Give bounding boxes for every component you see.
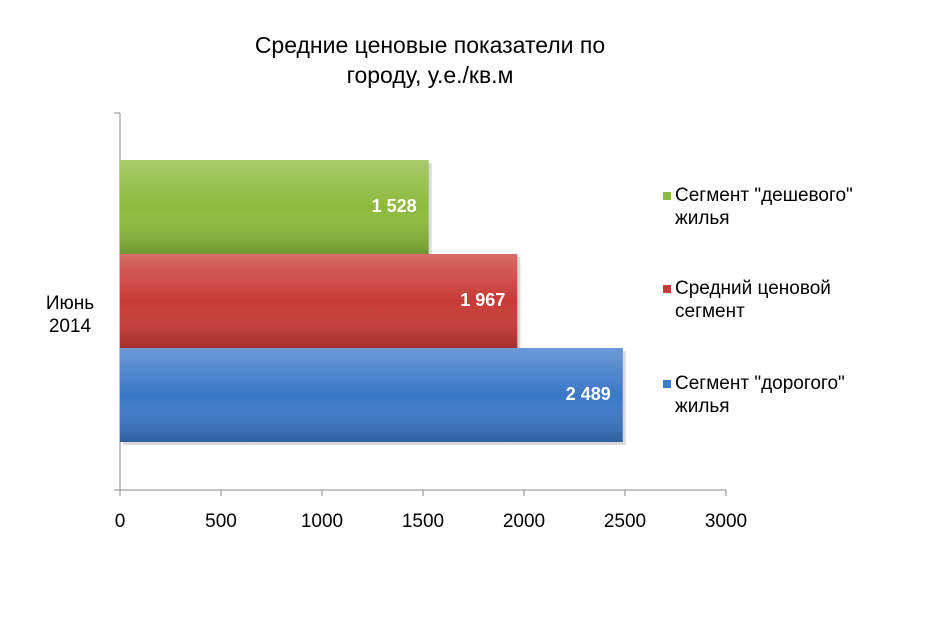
y-tick-label: Июнь 2014 [45, 292, 95, 337]
legend-swatch [663, 380, 671, 388]
legend-label: Сегмент "дешевого" жилья [675, 185, 853, 229]
data-label: 2 489 [566, 384, 611, 404]
data-label: 1 967 [460, 290, 505, 310]
bar-shade [120, 254, 518, 348]
legend-label: Средний ценовой сегмент [675, 278, 831, 322]
x-tick-label: 1000 [301, 511, 343, 532]
legend-swatch [663, 285, 671, 293]
chart-title: Средние ценовые показатели по городу, у.… [254, 32, 606, 88]
bar-shade [120, 160, 429, 254]
x-tick-label: 2000 [503, 511, 545, 532]
x-tick-label: 3000 [705, 511, 747, 532]
x-tick-label: 2500 [604, 511, 646, 532]
x-tick-label: 1500 [402, 511, 444, 532]
x-tick-label: 500 [205, 511, 237, 532]
x-tick-label: 0 [115, 511, 126, 532]
bar-shade [120, 348, 623, 442]
legend-swatch [663, 192, 671, 200]
data-label: 1 528 [372, 196, 417, 216]
legend-label: Сегмент "дорогого" жилья [675, 373, 845, 417]
